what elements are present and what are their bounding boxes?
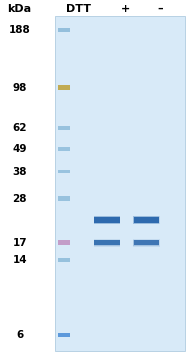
- Bar: [58, 197, 70, 201]
- Bar: [58, 85, 70, 90]
- Text: 49: 49: [12, 144, 27, 154]
- Bar: [55, 16, 185, 351]
- Bar: [94, 217, 120, 223]
- Text: –: –: [157, 4, 163, 14]
- Bar: [94, 239, 120, 247]
- Text: 62: 62: [12, 123, 27, 133]
- Bar: [58, 240, 70, 245]
- Bar: [133, 216, 159, 224]
- Text: 188: 188: [9, 25, 30, 35]
- Bar: [58, 258, 70, 262]
- Bar: [58, 147, 70, 151]
- Bar: [134, 240, 159, 245]
- Bar: [94, 216, 120, 224]
- Bar: [134, 240, 159, 245]
- Bar: [134, 217, 159, 223]
- Text: kDa: kDa: [7, 4, 32, 14]
- Bar: [58, 28, 70, 32]
- Bar: [94, 216, 120, 224]
- Bar: [134, 217, 159, 223]
- Bar: [94, 217, 120, 223]
- Text: DTT: DTT: [66, 4, 91, 14]
- Text: 14: 14: [12, 255, 27, 265]
- Bar: [94, 240, 120, 245]
- Bar: [133, 216, 160, 224]
- Text: 17: 17: [12, 238, 27, 248]
- Bar: [133, 240, 159, 246]
- Bar: [94, 240, 120, 245]
- Text: 6: 6: [16, 330, 23, 340]
- Bar: [58, 333, 70, 337]
- Bar: [133, 239, 160, 247]
- Text: +: +: [121, 4, 130, 14]
- Bar: [58, 170, 70, 174]
- Bar: [58, 126, 70, 130]
- Text: 98: 98: [13, 83, 27, 93]
- Bar: [94, 240, 120, 246]
- Text: 38: 38: [12, 167, 27, 176]
- Text: 28: 28: [12, 194, 27, 204]
